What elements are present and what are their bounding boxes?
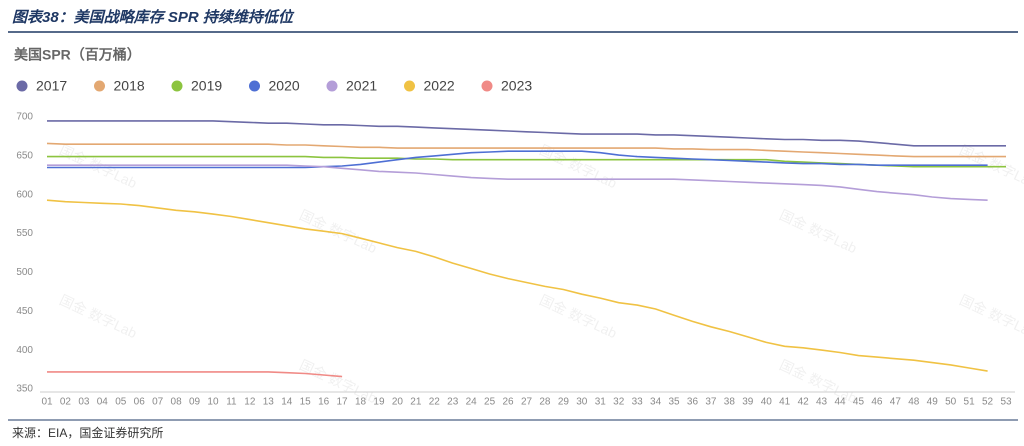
x-tick-label: 32: [613, 397, 625, 408]
x-tick-label: 53: [1000, 397, 1012, 408]
y-tick-label: 550: [16, 228, 33, 239]
legend-swatch: [326, 80, 338, 92]
x-tick-label: 39: [742, 397, 754, 408]
x-tick-label: 11: [226, 397, 237, 408]
x-tick-label: 08: [171, 397, 183, 408]
chart-title: 美国SPR（百万桶）: [14, 47, 141, 63]
x-tick-label: 02: [60, 397, 72, 408]
figure-title: 图表38：美国战略库存 SPR 持续维持低位: [12, 8, 295, 26]
x-tick-label: 43: [816, 397, 828, 408]
series-line: [47, 164, 988, 201]
x-tick-label: 12: [244, 397, 256, 408]
x-tick-label: 31: [595, 397, 607, 408]
series-line: [46, 142, 1006, 158]
x-tick-label: 50: [945, 397, 957, 408]
y-tick-label: 650: [16, 150, 33, 161]
x-tick-label: 20: [392, 397, 404, 408]
legend-swatch: [16, 80, 28, 92]
x-tick-label: 26: [502, 397, 514, 408]
y-tick-label: 350: [16, 384, 33, 395]
series-line: [47, 150, 988, 169]
legend-swatch: [249, 80, 260, 92]
x-tick-label: 18: [355, 397, 367, 408]
x-tick-label: 10: [207, 397, 219, 408]
x-tick-label: 34: [650, 397, 662, 408]
x-tick-label: 38: [724, 397, 736, 408]
legend-swatch: [94, 80, 105, 92]
legend-label: 2021: [346, 78, 377, 94]
watermark: 国金 数字Lab: [297, 207, 379, 257]
y-tick-label: 450: [16, 306, 33, 317]
x-tick-label: 48: [908, 397, 920, 408]
x-tick-label: 24: [466, 397, 478, 408]
legend-label: 2019: [191, 78, 222, 94]
x-tick-label: 35: [668, 397, 680, 408]
x-tick-label: 45: [853, 397, 865, 408]
x-tick-label: 16: [318, 397, 330, 408]
x-tick-label: 01: [41, 397, 53, 408]
y-tick-label: 400: [16, 345, 33, 356]
series-line: [47, 120, 1006, 147]
legend-swatch: [171, 80, 183, 92]
x-tick-label: 04: [97, 397, 109, 408]
x-tick-label: 15: [300, 397, 312, 408]
x-tick-label: 46: [871, 397, 883, 408]
x-tick-label: 21: [410, 397, 422, 408]
watermark: 国金 数字Lab: [537, 142, 619, 192]
x-tick-label: 40: [761, 397, 773, 408]
x-tick-label: 33: [632, 397, 644, 408]
x-tick-label: 27: [521, 397, 533, 408]
x-tick-label: 30: [576, 397, 588, 408]
x-tick-label: 47: [890, 397, 902, 408]
x-tick-label: 13: [263, 397, 275, 408]
x-tick-label: 51: [964, 397, 976, 408]
x-tick-label: 25: [484, 397, 496, 408]
x-tick-label: 49: [927, 397, 939, 408]
x-tick-label: 28: [539, 397, 551, 408]
legend-label: 2023: [501, 78, 532, 94]
x-tick-label: 41: [779, 397, 791, 408]
x-tick-label: 29: [558, 397, 570, 408]
x-tick-label: 09: [189, 397, 201, 408]
x-tick-label: 37: [705, 397, 717, 408]
y-tick-label: 700: [16, 112, 33, 123]
x-tick-label: 06: [134, 397, 146, 408]
x-tick-label: 14: [281, 397, 293, 408]
legend-label: 2017: [36, 78, 67, 94]
x-tick-label: 17: [337, 397, 349, 408]
x-tick-label: 19: [373, 397, 385, 408]
y-tick-label: 500: [16, 267, 33, 278]
watermark: 国金 数字Lab: [57, 292, 139, 342]
x-tick-label: 52: [982, 397, 994, 408]
watermark: 国金 数字Lab: [777, 207, 859, 257]
series-line: [47, 371, 343, 378]
x-tick-label: 07: [152, 397, 164, 408]
x-tick-label: 42: [798, 397, 810, 408]
y-tick-label: 600: [16, 189, 33, 200]
x-tick-label: 03: [78, 397, 90, 408]
watermark: 国金 数字Lab: [57, 142, 139, 192]
legend-label: 2020: [269, 78, 300, 94]
x-tick-label: 44: [834, 397, 846, 408]
x-tick-label: 36: [687, 397, 699, 408]
x-tick-label: 22: [429, 397, 441, 408]
series-line: [46, 199, 988, 372]
watermark: 国金 数字Lab: [957, 292, 1024, 342]
legend-label: 2018: [114, 78, 145, 94]
source: 来源：EIA，国金证券研究所: [12, 425, 163, 440]
x-tick-label: 23: [447, 397, 459, 408]
legend-swatch: [404, 80, 415, 92]
x-tick-label: 05: [115, 397, 127, 408]
legend-swatch: [481, 80, 493, 92]
legend-label: 2022: [424, 78, 455, 94]
